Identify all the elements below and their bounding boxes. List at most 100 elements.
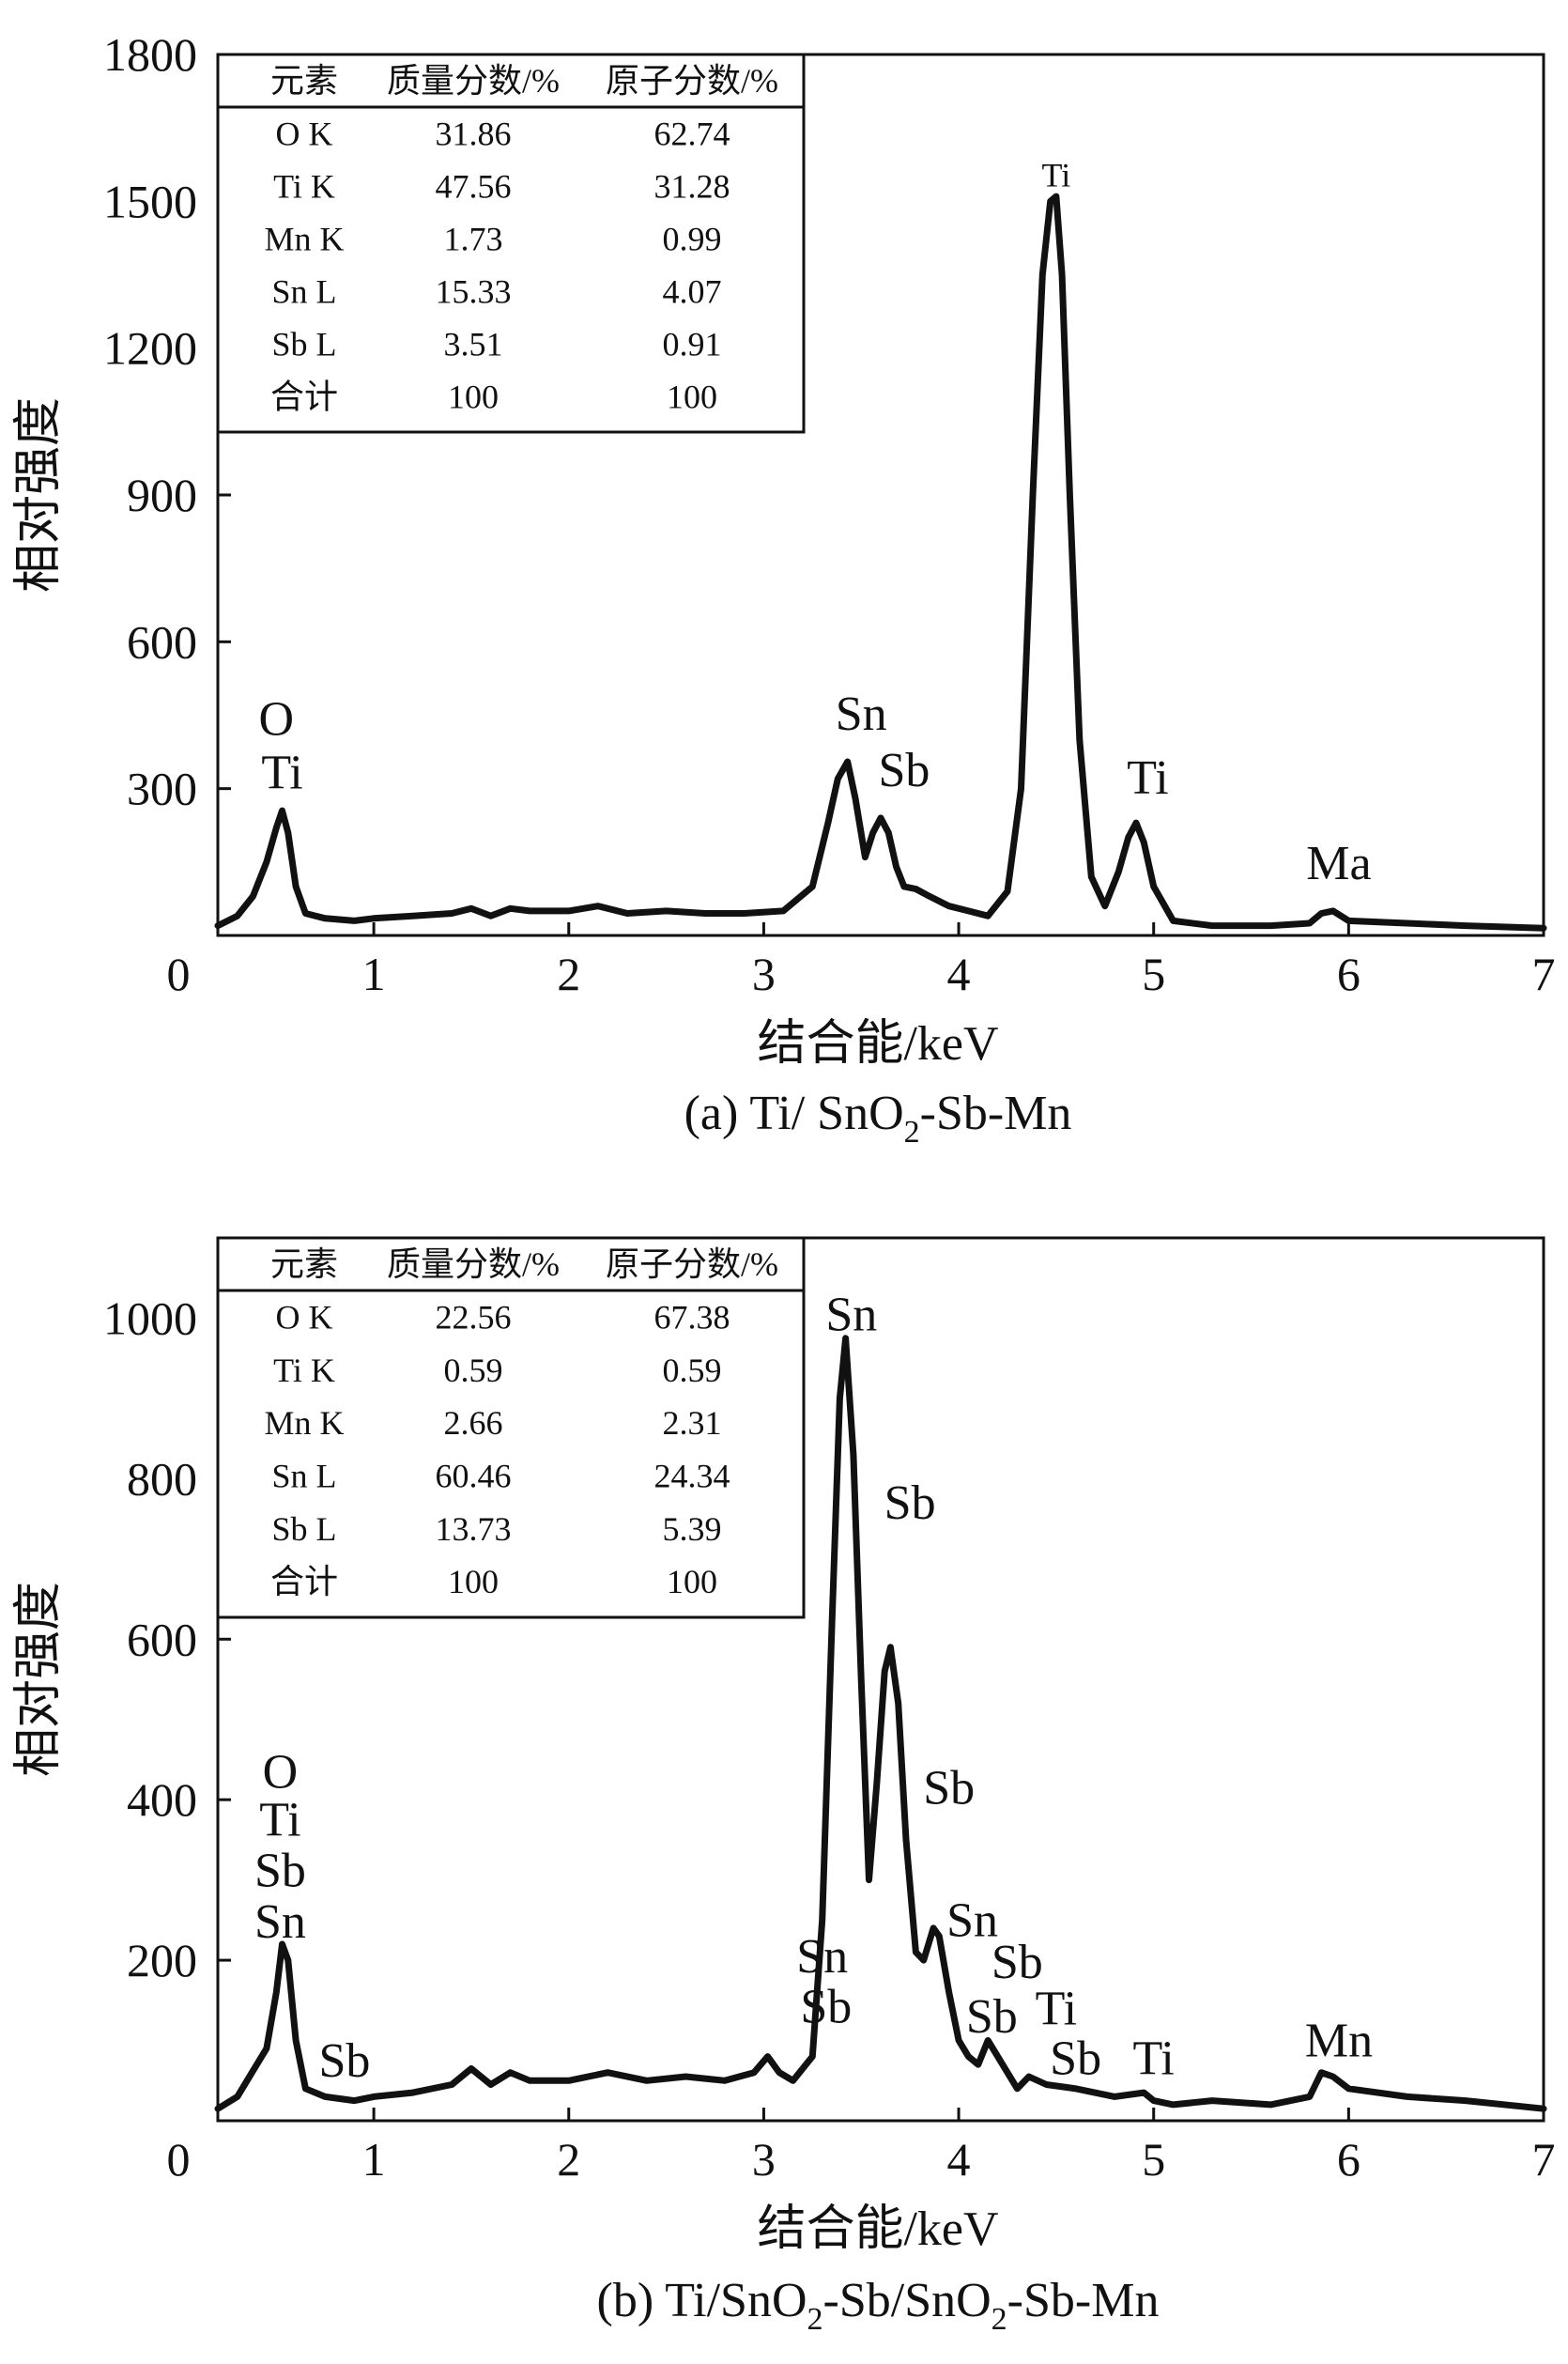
y-ticks: 300 600 900 1200 1500 1800 (103, 28, 231, 815)
y-tick-label: 1800 (103, 28, 197, 81)
table-cell: 1.73 (444, 220, 503, 257)
peak-label: Ti (259, 1794, 300, 1847)
table-cell: 合计 (270, 378, 338, 415)
table-header-cell: 原子分数/% (606, 62, 778, 100)
y-tick-label: 300 (127, 763, 197, 815)
x-axis-title: 结合能/keV (757, 1017, 998, 1071)
table-cell: 4.07 (663, 272, 722, 310)
peak-label: Ti (1133, 2032, 1175, 2085)
x-tick-label: 6 (1337, 948, 1360, 1000)
table-cell: Sn L (271, 1458, 336, 1495)
peak-label: Sb (966, 1990, 1018, 2044)
peak-label: Ma (1306, 837, 1371, 890)
peak-label: Sn (946, 1893, 998, 1947)
peak-label: Sn (254, 1895, 306, 1949)
peak-label: Mn (1305, 2015, 1373, 2068)
y-tick-label: 400 (127, 1773, 197, 1826)
peak-label: Sb (800, 1981, 852, 2034)
table-header-cell: 元素 (270, 62, 338, 100)
table-cell: Sn L (271, 272, 336, 310)
table-header-cell: 质量分数/% (387, 1245, 560, 1283)
table-cell: 100 (667, 1563, 717, 1600)
table-cell: Mn K (264, 1404, 344, 1442)
x-tick-label: 4 (947, 948, 971, 1000)
table-cell: Ti K (273, 167, 335, 205)
x-tick-label: 5 (1142, 2133, 1165, 2186)
table-cell: Ti K (273, 1352, 335, 1389)
y-tick-label: 600 (127, 1613, 197, 1665)
table-cell: 13.73 (436, 1510, 512, 1548)
table-cell: 31.28 (654, 167, 730, 205)
table-cell: 47.56 (436, 167, 512, 205)
table-cell: 100 (448, 378, 499, 415)
table-header-cell: 原子分数/% (606, 1245, 778, 1283)
composition-table: 元素 质量分数/% 原子分数/% O K 31.86 62.74 Ti K 47.56 31.2… (216, 53, 806, 434)
peak-label: Sb (878, 744, 930, 797)
table-cell: 2.66 (444, 1404, 503, 1442)
peak-label: Ti (1042, 157, 1071, 194)
x-tick-label: 2 (557, 948, 580, 1000)
y-tick-label: 1000 (103, 1291, 197, 1344)
table-cell: O K (276, 115, 333, 152)
x-tick-label: 2 (557, 2133, 580, 2186)
table-cell: Sb L (271, 325, 336, 363)
y-axis-title: 相对强度 (12, 397, 66, 593)
spectrum-line (214, 193, 1547, 932)
table-cell: 60.46 (436, 1458, 512, 1495)
x-tick-label: 1 (362, 2133, 386, 2186)
table-cell: 24.34 (654, 1458, 730, 1495)
table-header-cell: 元素 (270, 1245, 338, 1283)
table-cell: 0.91 (663, 325, 722, 363)
x-tick-label: 3 (752, 2133, 776, 2186)
table-cell: Sb L (271, 1510, 336, 1548)
peak-label: Sb (254, 1844, 306, 1897)
table-cell: 15.33 (436, 272, 512, 310)
caption-a: (a) Ti/ SnO2-Sb-Mn (684, 1087, 1072, 1150)
table-cell: 31.86 (436, 115, 512, 152)
plot-frame (216, 1236, 1545, 2123)
table-cell: 100 (667, 378, 717, 415)
table-cell: 3.51 (444, 325, 503, 363)
table-cell: 0.59 (663, 1352, 722, 1389)
peak-label: Ti (261, 747, 302, 800)
table-cell: 100 (448, 1563, 499, 1600)
peak-label: Sb (884, 1476, 936, 1530)
y-ticks: 200 400 600 800 1000 (103, 1291, 231, 1986)
y-tick-label: 900 (127, 469, 197, 521)
x-tick-label: 4 (947, 2133, 971, 2186)
table-header-cell: 质量分数/% (387, 62, 560, 100)
x-ticks: 0 1 2 3 4 5 6 7 (167, 2108, 1556, 2186)
peak-label: Sb (319, 2034, 371, 2088)
peak-label: Sn (836, 688, 887, 741)
x-ticks: 0 1 2 3 4 5 6 7 (167, 922, 1556, 1000)
table-cell: Mn K (264, 220, 344, 257)
peak-label: Sb (923, 1761, 975, 1815)
peak-label: Sb (1050, 2032, 1101, 2085)
x-tick-label: 5 (1142, 948, 1165, 1000)
peak-label: Sn (825, 1288, 877, 1341)
table-cell: 62.74 (654, 115, 730, 152)
table-frame (216, 53, 806, 434)
table-cell: 0.59 (444, 1352, 503, 1389)
y-axis-title: 相对强度 (12, 1582, 66, 1777)
peak-label: Sb (992, 1936, 1043, 1989)
y-tick-label: 1500 (103, 175, 197, 227)
x-axis-title: 结合能/keV (757, 2202, 998, 2256)
peak-label: Ti (1036, 1982, 1077, 2035)
x-tick-label: 3 (752, 948, 776, 1000)
table-frame (216, 1236, 806, 1619)
table-cell: O K (276, 1299, 333, 1337)
caption-b: (b) Ti/SnO2-Sb/SnO2-Sb-Mn (597, 2274, 1160, 2337)
peak-label: O (263, 1745, 299, 1799)
table-cell: 0.99 (663, 220, 722, 257)
spectrum-line (214, 1335, 1547, 2112)
x-tick-label: 0 (167, 2133, 191, 2186)
peak-label: Ti (1127, 751, 1168, 805)
x-tick-label: 1 (362, 948, 386, 1000)
y-tick-label: 1200 (103, 322, 197, 375)
